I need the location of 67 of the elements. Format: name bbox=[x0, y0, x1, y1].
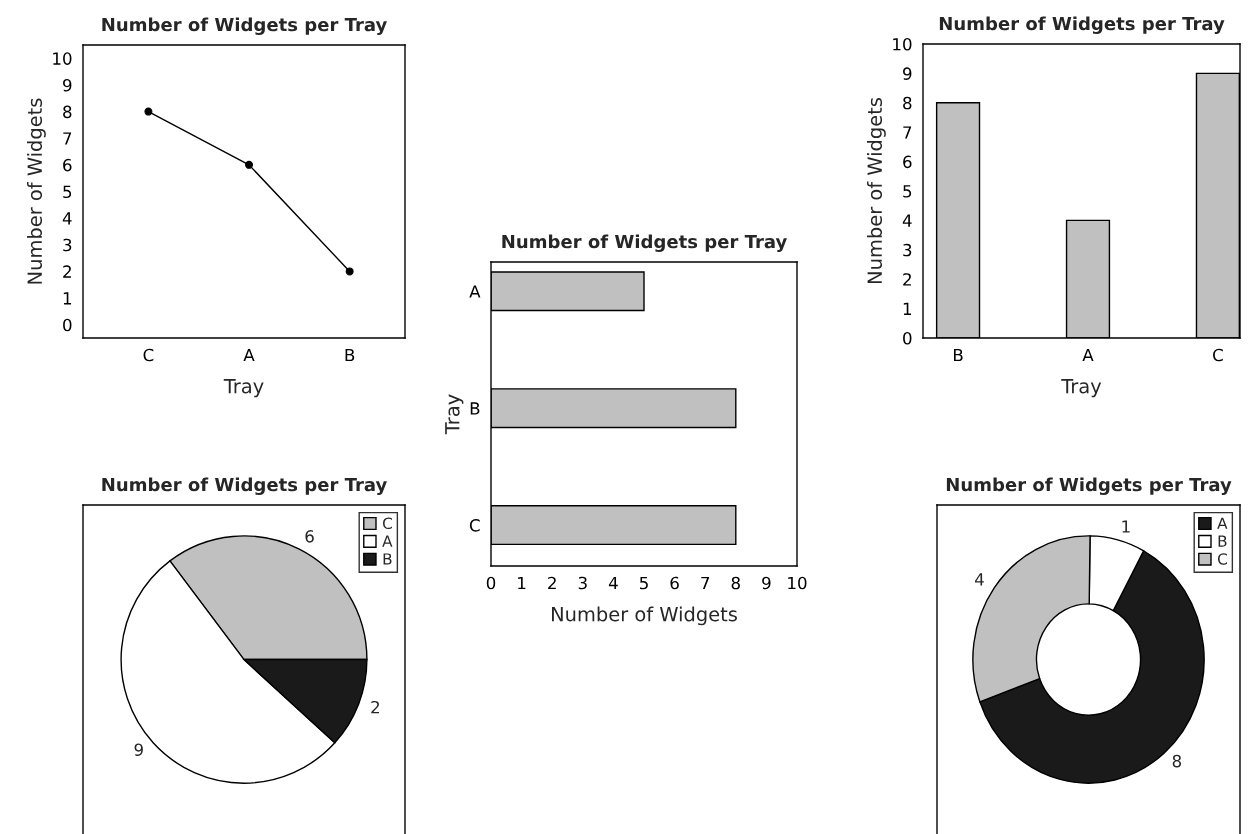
x-tick-label: C bbox=[1213, 348, 1223, 362]
y-tick-label: 4 bbox=[902, 214, 912, 227]
x-tick-label: 8 bbox=[731, 576, 740, 590]
x-tick-label: A bbox=[1082, 348, 1094, 362]
y-tick-label: 5 bbox=[63, 185, 72, 199]
y-tick-label: 4 bbox=[62, 212, 72, 225]
x-axis-title: Number of Widgets bbox=[552, 606, 737, 626]
legend-label: C bbox=[382, 517, 392, 530]
x-tick-label: B bbox=[345, 348, 355, 362]
legend-label: A bbox=[1217, 517, 1228, 529]
y-tick-label: 10 bbox=[53, 52, 72, 65]
y-tick-label: 3 bbox=[63, 238, 72, 252]
data-label: 8 bbox=[1172, 754, 1182, 768]
point bbox=[345, 267, 354, 276]
chart-title: Number of Widgets per Tray bbox=[939, 16, 1225, 35]
y-tick-label: 1 bbox=[903, 302, 912, 315]
y-tick-label: 7 bbox=[903, 126, 912, 139]
y-tick-label: 8 bbox=[63, 105, 72, 119]
x-tick-label: 0 bbox=[486, 576, 496, 590]
y-tick-label: 5 bbox=[903, 185, 912, 198]
y-tick-label: 6 bbox=[63, 158, 72, 172]
chart-title: Number of Widgets per Tray bbox=[102, 477, 387, 496]
legend-label: B bbox=[383, 553, 392, 565]
chart-title: Number of Widgets per Tray bbox=[502, 234, 787, 253]
y-tick-label: C bbox=[469, 519, 480, 532]
y-tick-label: A bbox=[469, 285, 481, 298]
chart-title: Number of Widgets per Tray bbox=[102, 17, 387, 36]
point bbox=[245, 160, 254, 169]
y-tick-label: 0 bbox=[903, 331, 912, 345]
y-tick-label: 6 bbox=[903, 155, 912, 169]
y-tick-label: 8 bbox=[903, 96, 912, 110]
y-tick-label: 0 bbox=[63, 318, 72, 332]
y-tick-label: 9 bbox=[63, 78, 72, 92]
data-label: 2 bbox=[371, 700, 379, 714]
data-label: 9 bbox=[134, 743, 143, 756]
x-tick-label: 10 bbox=[788, 576, 807, 590]
y-tick-label: B bbox=[470, 402, 480, 415]
x-tick-label: 7 bbox=[701, 576, 710, 590]
data-label: 6 bbox=[305, 530, 314, 543]
y-tick-label: 2 bbox=[63, 265, 71, 278]
x-tick-label: 1 bbox=[518, 576, 526, 590]
x-tick-label: B bbox=[954, 348, 963, 362]
x-axis-title: Tray bbox=[1061, 379, 1102, 398]
legend-label: B bbox=[1218, 535, 1227, 547]
chart-title: Number of Widgets per Tray bbox=[946, 477, 1232, 496]
y-axis-title: Number of Widgets bbox=[867, 98, 886, 283]
y-tick-label: 7 bbox=[63, 132, 72, 145]
y-tick-label: 3 bbox=[903, 243, 912, 257]
x-tick-label: 9 bbox=[762, 576, 771, 590]
y-axis-title: Tray bbox=[445, 394, 464, 435]
data-label: 1 bbox=[1122, 520, 1130, 533]
x-tick-label: A bbox=[243, 348, 255, 362]
legend-label: C bbox=[1217, 553, 1227, 565]
x-tick-label: 4 bbox=[608, 576, 618, 590]
y-tick-label: 2 bbox=[903, 273, 911, 286]
legend-label: A bbox=[382, 535, 393, 547]
y-tick-label: 9 bbox=[903, 67, 912, 80]
y-tick-label: 1 bbox=[63, 292, 72, 305]
x-tick-label: 3 bbox=[578, 576, 587, 590]
point bbox=[144, 107, 153, 116]
x-tick-label: 2 bbox=[548, 576, 556, 590]
x-tick-label: C bbox=[143, 348, 154, 362]
y-axis-title: Number of Widgets bbox=[27, 98, 46, 284]
x-tick-label: 6 bbox=[670, 576, 679, 590]
y-tick-label: 10 bbox=[893, 37, 912, 51]
x-axis-title: Tray bbox=[223, 379, 264, 398]
x-tick-label: 5 bbox=[639, 576, 648, 590]
